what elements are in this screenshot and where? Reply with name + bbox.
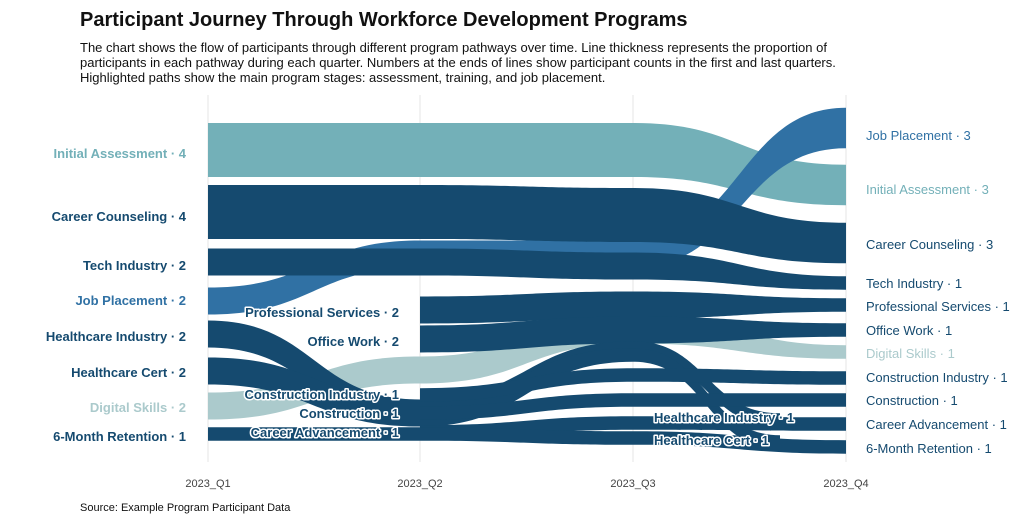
subtitle-line: The chart shows the flow of participants… xyxy=(80,40,827,55)
right-stratum-label: Office Work · 1 xyxy=(866,323,952,338)
x-tick-label: 2023_Q3 xyxy=(610,478,655,490)
mid-stratum-label: Construction · 1 xyxy=(299,406,399,421)
right-stratum-label: Job Placement · 3 xyxy=(866,128,971,143)
right-stratum-label: Initial Assessment · 3 xyxy=(866,182,989,197)
x-tick-label: 2023_Q2 xyxy=(397,478,442,490)
left-stratum-label: Initial Assessment · 4 xyxy=(54,146,187,161)
flow-construction xyxy=(420,393,846,420)
right-stratum-label: Construction Industry · 1 xyxy=(866,370,1008,385)
flow-healthcare-cert xyxy=(208,348,780,449)
x-axis-ticks: 2023_Q1 2023_Q2 2023_Q3 2023_Q4 xyxy=(185,478,868,490)
right-stratum-label: 6-Month Retention · 1 xyxy=(866,441,992,456)
flow-construction-industry xyxy=(420,368,846,402)
left-stratum-label: Job Placement · 2 xyxy=(75,293,186,308)
chart-subtitle: The chart shows the flow of participants… xyxy=(80,40,836,85)
source-note: Source: Example Program Participant Data xyxy=(80,502,291,514)
mid-stratum-label: Construction Industry · 1 xyxy=(244,387,399,402)
flow-6-month-retention xyxy=(208,427,846,454)
mid-stratum-label: Healthcare Cert · 1 xyxy=(654,433,769,448)
right-stratum-label: Career Advancement · 1 xyxy=(866,417,1007,432)
left-stratum-label: 6-Month Retention · 1 xyxy=(53,429,186,444)
mid-stratum-label: Professional Services · 2 xyxy=(245,305,399,320)
flow-initial-assessment xyxy=(208,123,846,206)
left-stratum-label: Healthcare Industry · 2 xyxy=(46,329,186,344)
subtitle-line: Highlighted paths show the main program … xyxy=(80,70,606,85)
right-stratum-label: Career Counseling · 3 xyxy=(866,237,993,252)
right-stratum-label: Construction · 1 xyxy=(866,393,958,408)
left-stratum-label: Tech Industry · 2 xyxy=(83,258,186,273)
flow-office-work xyxy=(420,316,846,353)
mid-stratum-label: Office Work · 2 xyxy=(307,334,399,349)
left-stratum-label: Digital Skills · 2 xyxy=(90,400,186,415)
right-stratum-label: Professional Services · 1 xyxy=(866,299,1010,314)
left-stratum-label: Healthcare Cert · 2 xyxy=(71,365,186,380)
left-stratum-label: Career Counseling · 4 xyxy=(52,209,187,224)
subtitle-line: participants in each pathway during each… xyxy=(80,55,836,70)
x-tick-label: 2023_Q4 xyxy=(823,478,868,490)
flow-career-counseling xyxy=(208,185,846,264)
stratum-labels: Initial Assessment · 4 Career Counseling … xyxy=(46,128,1010,456)
right-stratum-label: Digital Skills · 1 xyxy=(866,346,955,361)
chart-title: Participant Journey Through Workforce De… xyxy=(80,9,688,31)
mid-stratum-label: Healthcare Industry · 1 xyxy=(654,410,794,425)
mid-stratum-label: Career Advancement · 1 xyxy=(251,425,399,440)
right-stratum-label: Tech Industry · 1 xyxy=(866,276,962,291)
flow-ribbons xyxy=(208,107,846,454)
x-tick-label: 2023_Q1 xyxy=(185,478,230,490)
flow-tech-industry xyxy=(208,248,846,290)
flow-professional-services xyxy=(420,291,846,324)
